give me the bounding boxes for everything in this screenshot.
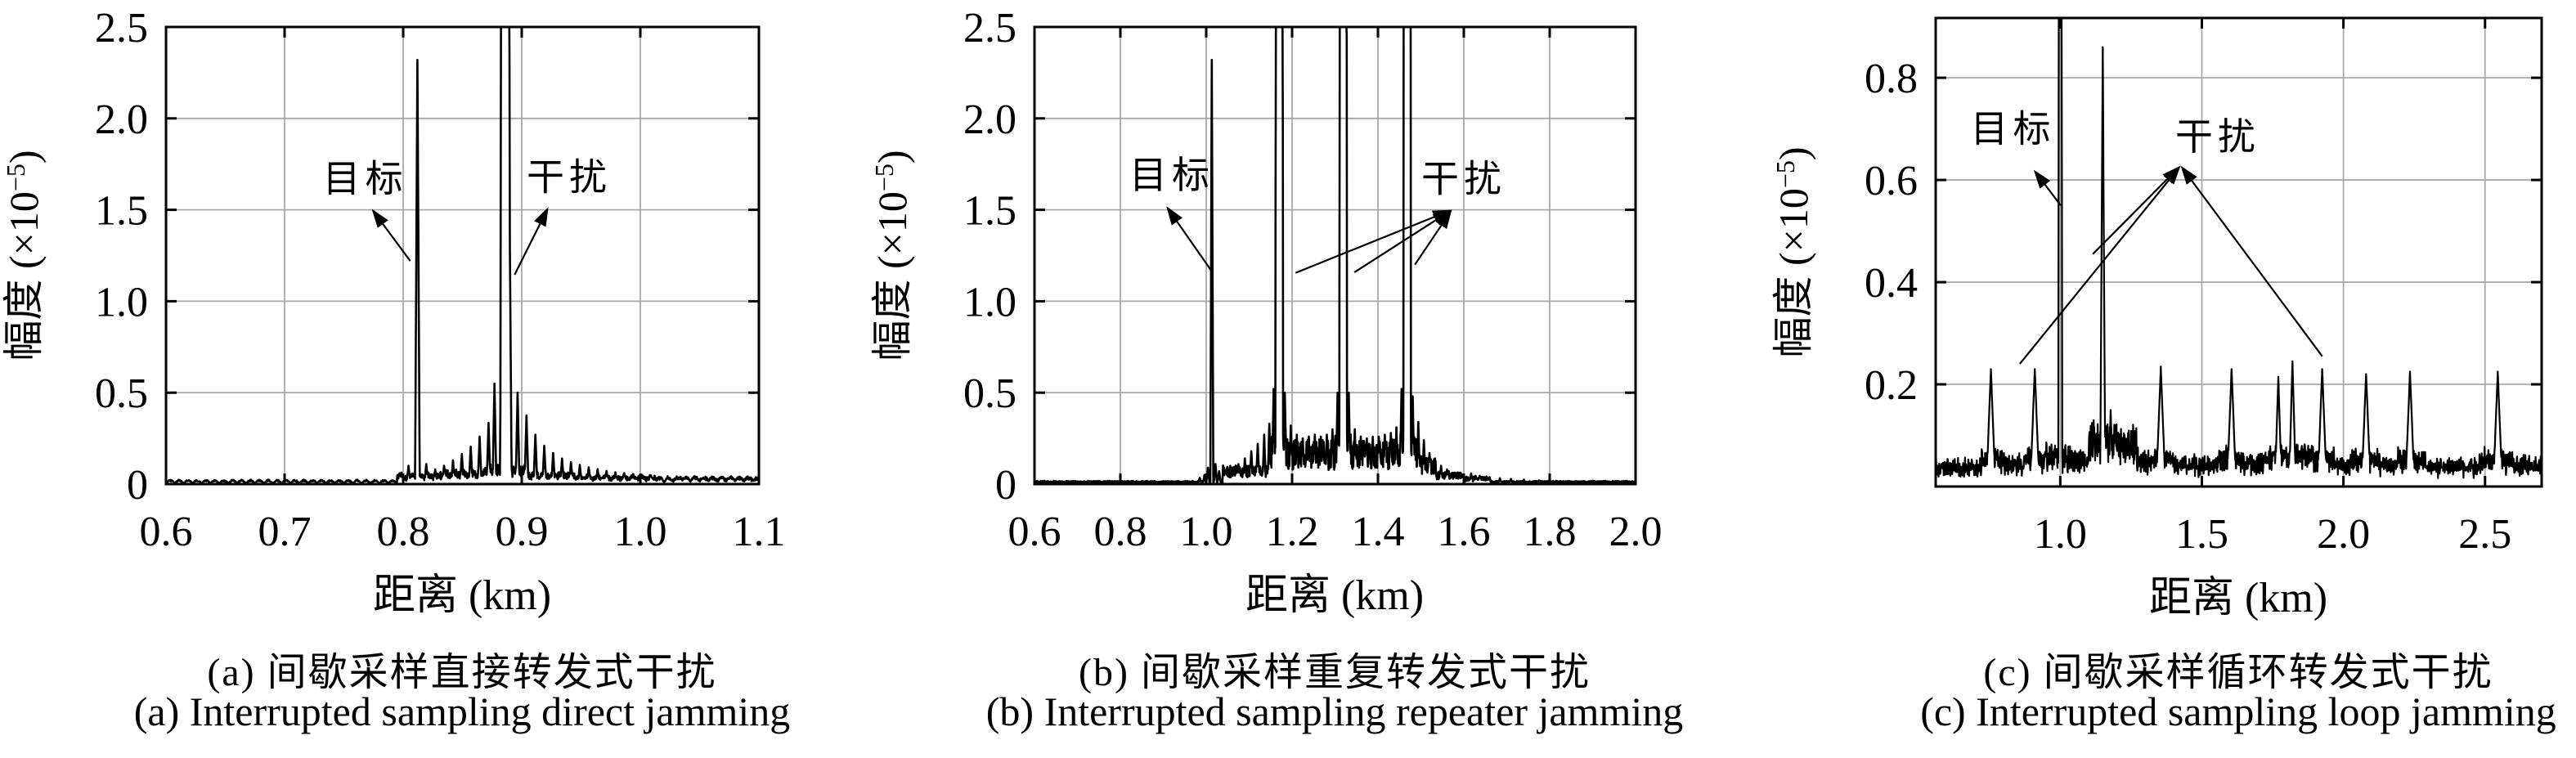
annotation-label-target: 目标 (1971, 109, 2056, 150)
annotation-arrow-line-target (2044, 184, 2062, 206)
annotation-arrow-line-jamming (1353, 219, 1437, 273)
y-tick-label: 0.4 (1865, 260, 1918, 307)
y-tick-label: 0.5 (963, 370, 1016, 417)
x-tick-label: 0.8 (1094, 509, 1147, 555)
caption-cn: (b) 间歇采样重复转发式干扰 (1079, 651, 1591, 694)
annotation-arrow-line-target (382, 223, 411, 262)
y-tick-label: 0 (995, 462, 1016, 509)
annotation-label-jamming: 干扰 (1421, 159, 1506, 200)
chart-loop-jamming: 1.0 1.5 2.0 2.5 0.2 0.4 0.6 0.8 距离 (km) 幅度 (×10−5… (1770, 16, 2543, 621)
signal-trace (1934, 16, 2543, 479)
annotation-arrow-line-jamming (514, 223, 541, 276)
x-tick-label: 0.7 (258, 509, 312, 555)
y-tick-label: 0.5 (95, 370, 148, 417)
y-tick-label: 1.0 (963, 279, 1016, 325)
y-tick-label: 1.5 (963, 188, 1016, 235)
annotation-label-target: 目标 (1129, 155, 1214, 196)
annotation-arrow-line-jamming (1295, 216, 1435, 274)
x-tick-label: 1.5 (2175, 511, 2228, 558)
plot-frame (164, 25, 761, 486)
x-tick-label: 2.5 (2458, 511, 2511, 558)
annotation-label-target: 目标 (323, 159, 408, 200)
y-tick-label: 0.8 (1865, 56, 1918, 102)
annotation-arrowhead-target (371, 209, 388, 228)
x-tick-label: 0.6 (140, 509, 193, 555)
annotation-arrowhead-jamming (2162, 165, 2181, 184)
annotation-label-jamming: 干扰 (2175, 116, 2260, 158)
caption-en: (c) Interrupted sampling loop jamming (1920, 688, 2556, 734)
plot-frame (1033, 25, 1637, 486)
panel-repeater-jamming: 0.6 0.8 1.0 1.2 1.4 1.6 1.8 2.0 0 0.5 1.0 1.5 2.0 2.5… (859, 0, 1717, 758)
x-tick-label: 0.9 (496, 509, 549, 555)
panel-direct-jamming: 0.6 0.7 0.8 0.9 1.0 1.1 0 0.5 1.0 1.5 2.0 2.5 距离 (km… (0, 0, 859, 758)
y-tick-label: 0 (127, 462, 148, 509)
x-tick-label: 1.0 (1180, 509, 1233, 555)
x-axis-title: 距离 (km) (1245, 572, 1424, 619)
y-tick-label: 1.0 (95, 279, 148, 325)
x-tick-label: 1.1 (733, 509, 786, 555)
annotation-label-jamming: 干扰 (527, 156, 612, 198)
chart-repeater-jamming: 0.6 0.8 1.0 1.2 1.4 1.6 1.8 2.0 0 0.5 1.0 1.5 2.0 2.5… (869, 5, 1663, 619)
annotation-arrow-line-jamming (2092, 178, 2169, 255)
plot-frame (1934, 16, 2543, 488)
x-tick-label: 1.8 (1524, 509, 1577, 555)
x-tick-label: 2.0 (1609, 509, 1663, 555)
y-axis-title: 幅度 (×10−5) (1770, 146, 1816, 357)
annotation-arrowhead-target (1166, 206, 1183, 226)
x-tick-label: 0.6 (1008, 509, 1061, 555)
x-tick-label: 1.2 (1266, 509, 1319, 555)
caption-en: (a) Interrupted sampling direct jamming (133, 688, 791, 734)
annotation-arrowhead-target (2033, 169, 2051, 189)
y-tick-label: 0.2 (1865, 362, 1918, 409)
x-tick-label: 1.0 (614, 509, 667, 555)
x-tick-label: 0.8 (377, 509, 430, 555)
x-axis-title: 距离 (km) (2149, 575, 2327, 621)
caption-cn: (c) 间歇采样循环转发式干扰 (1983, 651, 2493, 694)
y-axis-title: 幅度 (×10−5) (1, 150, 47, 361)
y-tick-label: 2.5 (95, 5, 148, 52)
panel-loop-jamming: 1.0 1.5 2.0 2.5 0.2 0.4 0.6 0.8 距离 (km) 幅度 (×10−5… (1717, 0, 2576, 758)
x-tick-label: 2.0 (2317, 511, 2370, 558)
annotation-arrow-line-jamming (1414, 225, 1443, 266)
y-tick-label: 1.5 (95, 188, 148, 235)
caption-en: (b) Interrupted sampling repeater jammin… (985, 688, 1684, 734)
x-tick-label: 1.6 (1438, 509, 1491, 555)
x-tick-label: 1.0 (2034, 511, 2087, 558)
annotation-arrow-line-jamming (2018, 179, 2170, 365)
chart-direct-jamming: 0.6 0.7 0.8 0.9 1.0 1.1 0 0.5 1.0 1.5 2.0 2.5 距离 (km… (1, 5, 786, 619)
annotation-arrowhead-jamming (2180, 165, 2197, 185)
y-tick-label: 2.0 (95, 96, 148, 143)
annotation-arrow-line-jamming (2191, 180, 2323, 357)
annotation-arrowhead-jamming (534, 207, 549, 227)
x-tick-label: 1.4 (1352, 509, 1405, 555)
annotation-arrow-line-target (1176, 221, 1212, 271)
signal-trace (1033, 25, 1637, 485)
caption-cn: (a) 间歇采样直接转发式干扰 (207, 651, 717, 694)
y-tick-label: 2.5 (963, 5, 1016, 52)
signal-trace (165, 25, 761, 485)
y-axis-title: 幅度 (×10−5) (869, 150, 915, 361)
y-tick-label: 2.0 (963, 96, 1016, 143)
annotation-arrowhead-jamming (1435, 209, 1452, 230)
x-axis-title: 距离 (km) (373, 572, 551, 619)
y-tick-label: 0.6 (1865, 158, 1918, 204)
